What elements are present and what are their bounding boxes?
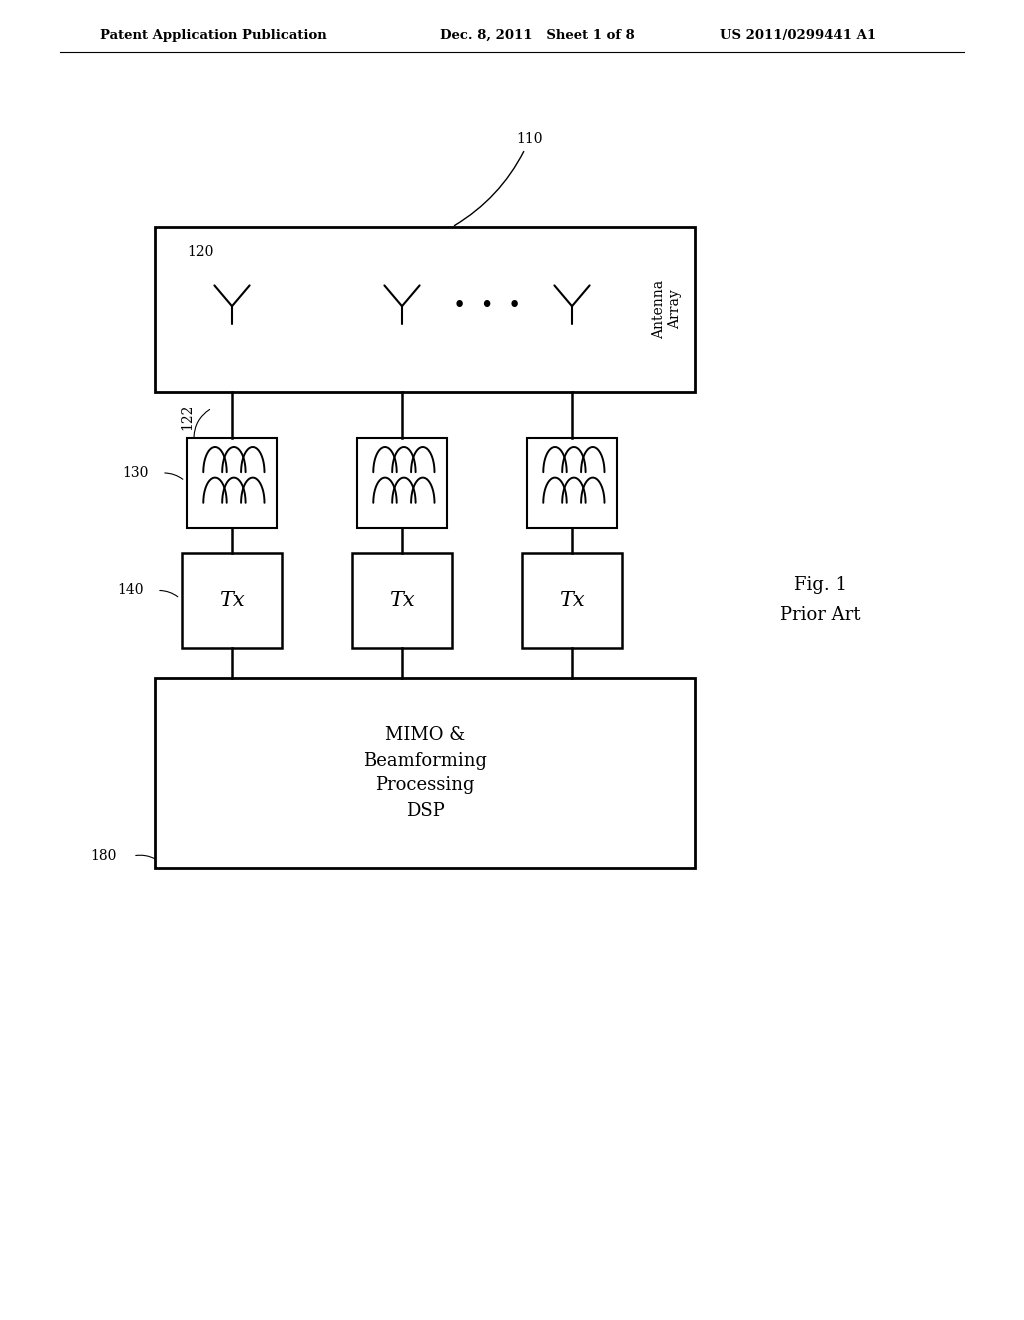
- Text: US 2011/0299441 A1: US 2011/0299441 A1: [720, 29, 877, 41]
- Text: 110: 110: [517, 132, 544, 147]
- Text: Prior Art: Prior Art: [779, 606, 860, 624]
- Bar: [155, 227, 695, 392]
- Bar: [352, 553, 452, 648]
- Text: Fig. 1: Fig. 1: [794, 577, 847, 594]
- Text: Tx: Tx: [219, 591, 245, 610]
- Text: Patent Application Publication: Patent Application Publication: [100, 29, 327, 41]
- Text: 130: 130: [123, 466, 150, 480]
- Text: Tx: Tx: [389, 591, 415, 610]
- Text: Dec. 8, 2011   Sheet 1 of 8: Dec. 8, 2011 Sheet 1 of 8: [440, 29, 635, 41]
- Bar: [527, 438, 617, 528]
- Text: MIMO &
Beamforming
Processing
DSP: MIMO & Beamforming Processing DSP: [362, 726, 487, 820]
- Text: 180: 180: [91, 849, 117, 863]
- Text: 140: 140: [118, 583, 144, 598]
- Text: Antenna
Array: Antenna Array: [652, 280, 682, 339]
- Text: Tx: Tx: [559, 591, 585, 610]
- Bar: [182, 553, 282, 648]
- Bar: [155, 678, 695, 869]
- Bar: [187, 438, 278, 528]
- Bar: [357, 438, 447, 528]
- Text: •  •  •: • • •: [453, 296, 521, 317]
- Bar: [522, 553, 622, 648]
- Text: 120: 120: [187, 246, 213, 259]
- Text: 122: 122: [180, 404, 194, 430]
